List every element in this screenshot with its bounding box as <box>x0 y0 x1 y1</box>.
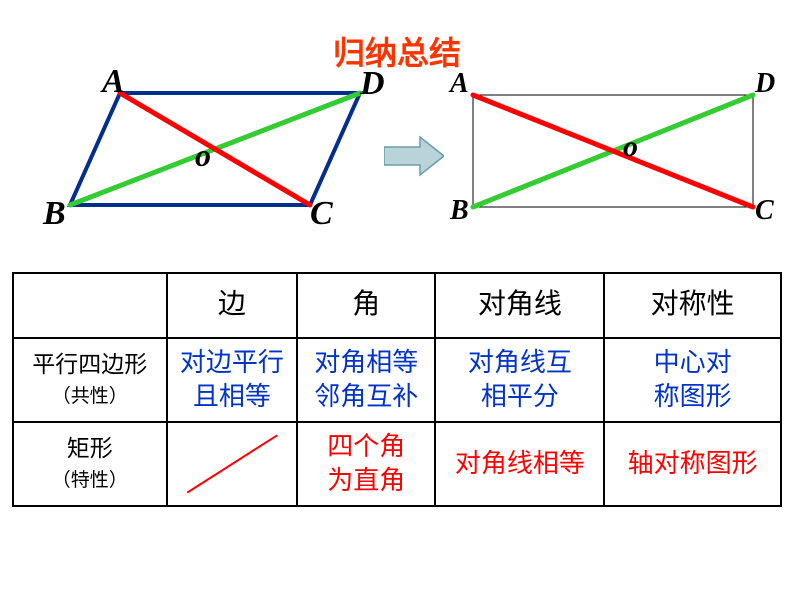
table-cell: 对边平行且相等 <box>167 338 298 422</box>
table-cell: 中心对称图形 <box>604 338 781 422</box>
vertex-label-A: A <box>102 63 125 101</box>
table-cell: 轴对称图形 <box>604 422 781 506</box>
table-cell: 对角线互相平分 <box>435 338 604 422</box>
col-header: 对角线 <box>435 273 604 338</box>
row-header: 平行四边形（共性） <box>13 338 167 422</box>
rectangle-diagram: ADBCo <box>455 75 775 240</box>
vertex-label-D: D <box>360 65 385 103</box>
col-header: 对称性 <box>604 273 781 338</box>
vertex-label-D: D <box>755 68 775 100</box>
vertex-label-B: B <box>43 195 66 233</box>
slash-cell <box>167 422 298 506</box>
vertex-label-O: o <box>195 137 211 174</box>
table-corner <box>13 273 167 338</box>
col-header: 角 <box>297 273 435 338</box>
col-header: 边 <box>167 273 298 338</box>
row-header: 矩形（特性） <box>13 422 167 506</box>
vertex-label-O: o <box>623 130 638 164</box>
vertex-label-B: B <box>450 195 469 227</box>
parallelogram-diagram: ADBCo <box>40 75 380 240</box>
vertex-label-A: A <box>450 68 469 100</box>
comparison-table: 边角对角线对称性平行四边形（共性）对边平行且相等对角相等邻角互补对角线互相平分中… <box>12 272 782 507</box>
arrow-icon <box>384 135 444 177</box>
table-cell: 四个角为直角 <box>297 422 435 506</box>
table-cell: 对角相等邻角互补 <box>297 338 435 422</box>
vertex-label-C: C <box>310 195 333 233</box>
table-cell: 对角线相等 <box>435 422 604 506</box>
vertex-label-C: C <box>755 195 774 227</box>
